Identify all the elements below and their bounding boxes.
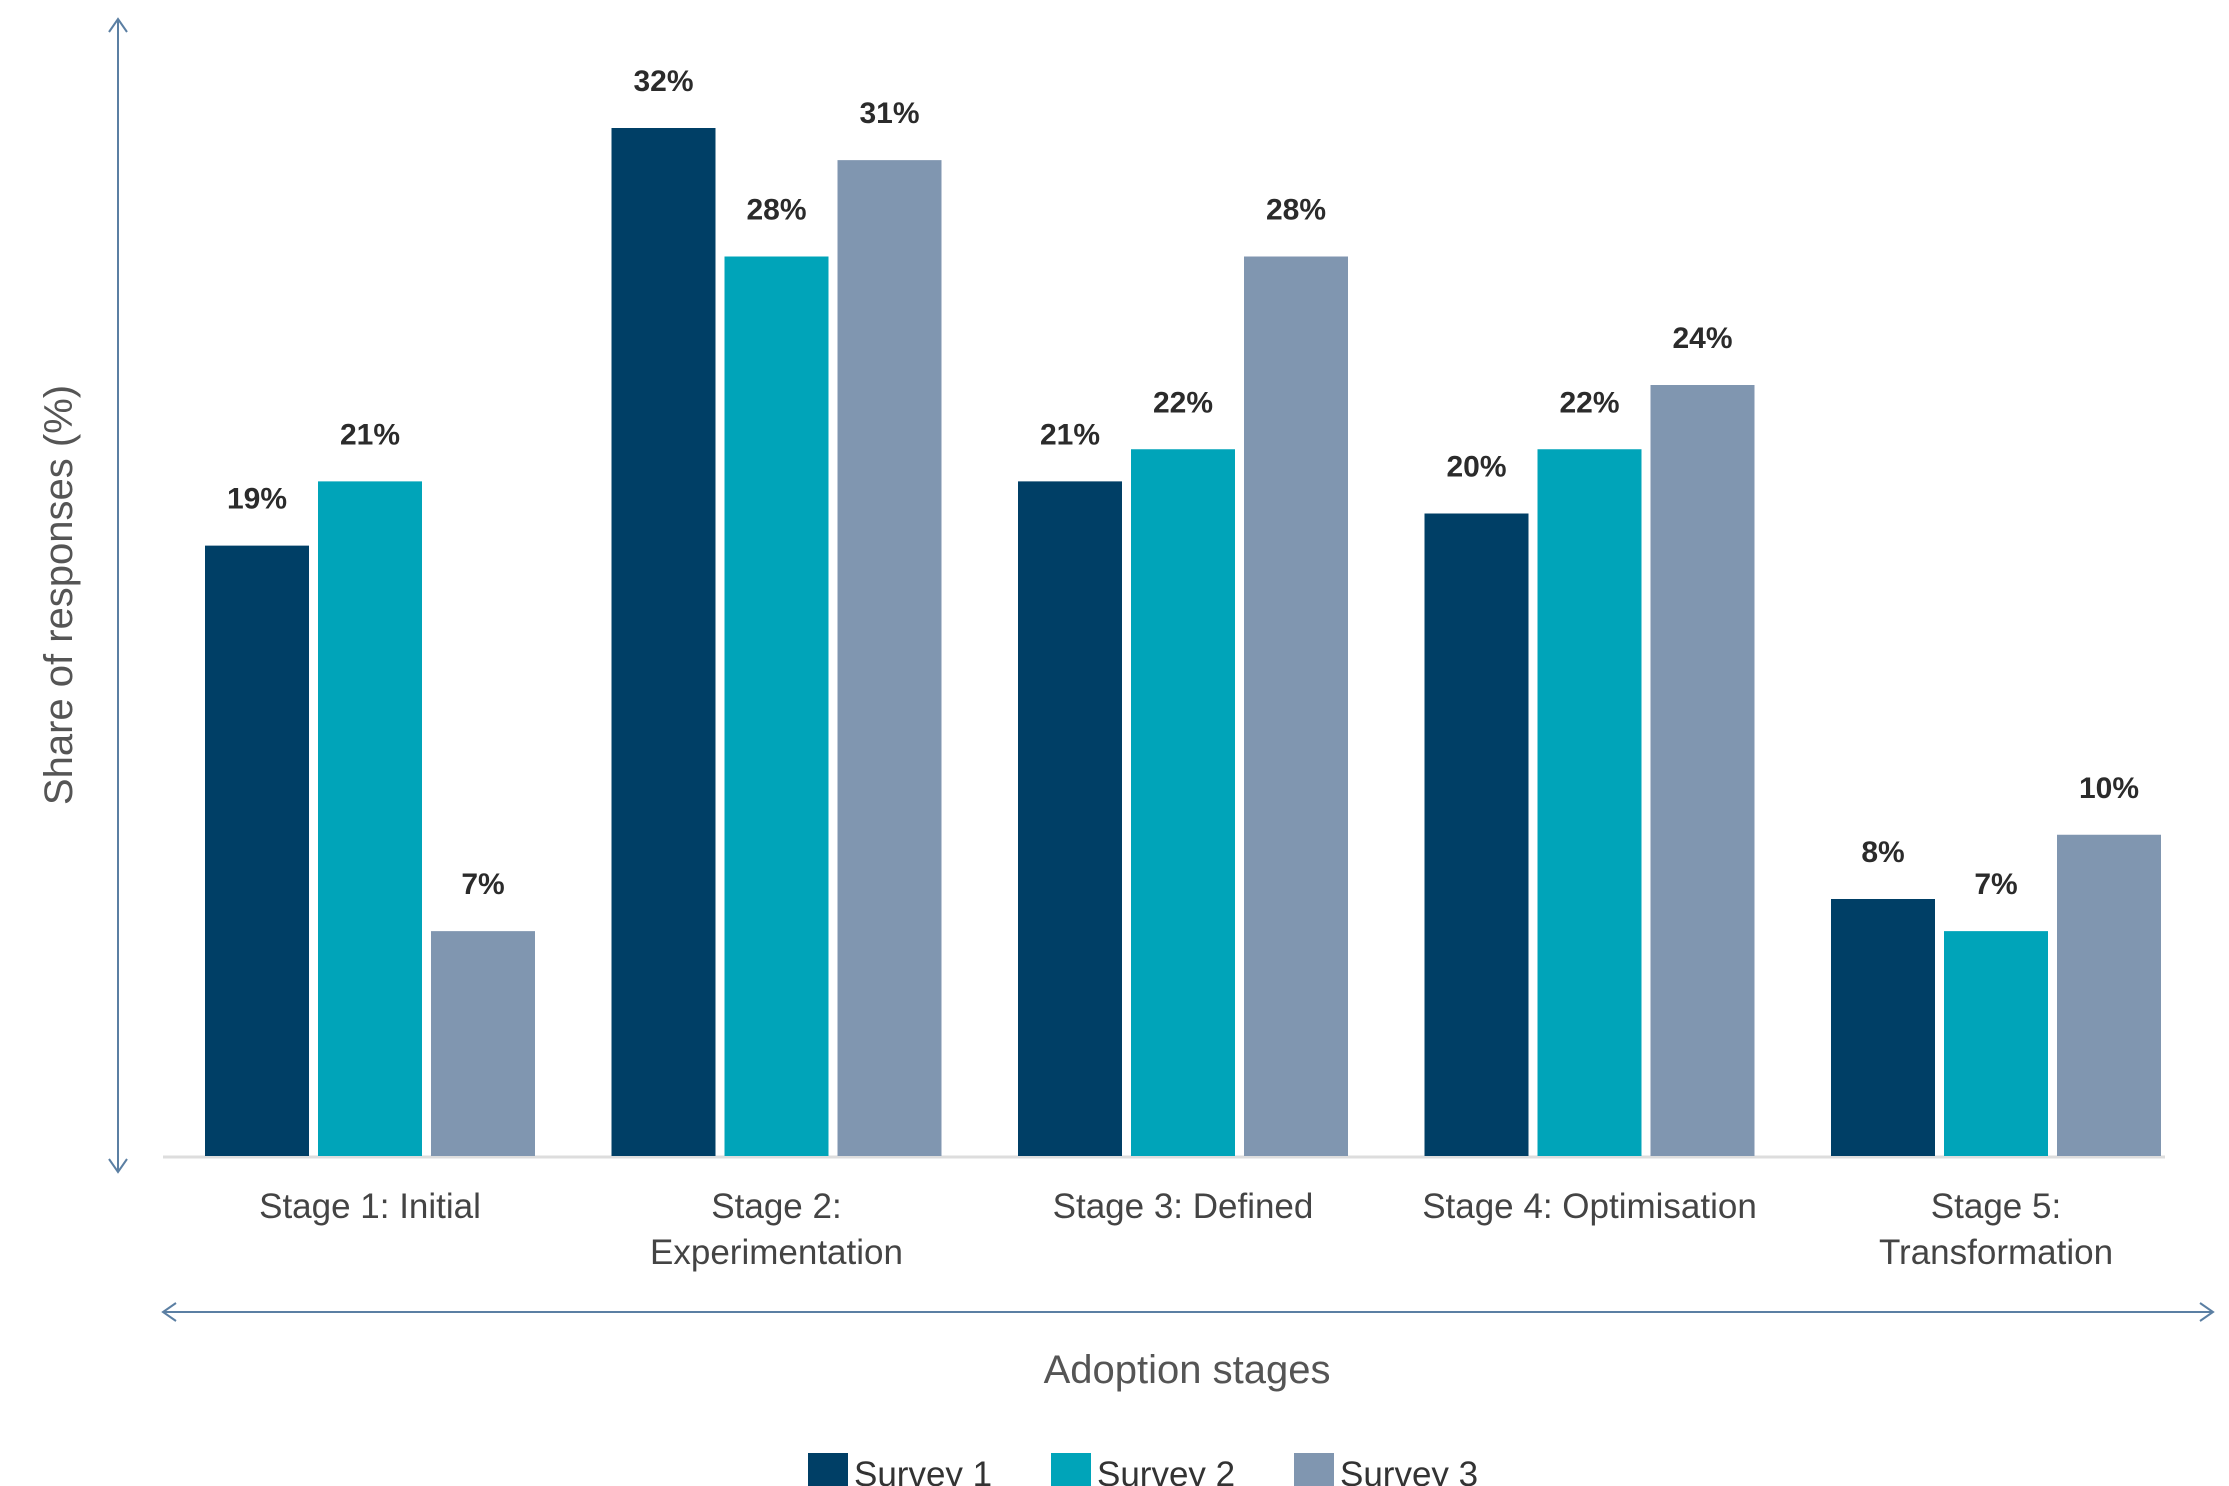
value-label: 31% [859, 97, 919, 130]
category-labels-group: Stage 1: Initial Stage 2: Experimentation S… [259, 1187, 2113, 1272]
category-label: Stage 2: Experimentation [650, 1187, 903, 1272]
x-axis-arrow-right-icon [2199, 1302, 2215, 1322]
value-label: 7% [461, 868, 504, 901]
value-label: 8% [1861, 836, 1904, 869]
bar-survey-2-4 [1537, 449, 1642, 1156]
bar-survey-2-5 [1944, 931, 2048, 1156]
bar-survey-3-5 [2057, 834, 2161, 1156]
category-label: Stage 3: Defined [1053, 1187, 1314, 1226]
bar-survey-1-2 [611, 128, 716, 1156]
legend-swatch-2 [1051, 1453, 1091, 1486]
bar-survey-1-3 [1018, 481, 1122, 1156]
y-axis-arrow-bottom-icon [108, 1158, 128, 1174]
legend-label-3: Survey 3 [1340, 1455, 1478, 1486]
value-label: 10% [2079, 772, 2139, 805]
value-label: 32% [633, 65, 693, 98]
bar-survey-1-5 [1831, 899, 1935, 1156]
value-label: 28% [746, 194, 806, 227]
value-label: 21% [1040, 418, 1100, 451]
x-axis-title: Adoption stages [1044, 1348, 1331, 1392]
legend-swatch-3 [1294, 1453, 1334, 1486]
bar-survey-3-4 [1650, 385, 1755, 1156]
bar-survey-2-2 [724, 256, 829, 1156]
legend-swatch-1 [808, 1453, 848, 1486]
value-label: 22% [1153, 386, 1213, 419]
category-label: Stage 1: Initial [259, 1187, 481, 1226]
y-axis-arrow-top-icon [108, 17, 128, 33]
bar-survey-2-3 [1131, 449, 1235, 1156]
bars-group [205, 128, 2161, 1156]
bar-survey-3-3 [1244, 256, 1348, 1156]
x-axis-arrow [161, 1302, 2215, 1322]
category-label: Stage 5: Transformation [1879, 1187, 2113, 1272]
category-label: Stage 4: Optimisation [1422, 1187, 1757, 1226]
value-label: 24% [1672, 322, 1732, 355]
bar-survey-3-2 [837, 160, 942, 1156]
legend: Survey 1 Survey 2 Survey 3 [808, 1453, 1478, 1486]
x-axis-arrow-left-icon [161, 1302, 177, 1322]
bar-survey-3-1 [431, 931, 535, 1156]
value-label: 22% [1559, 386, 1619, 419]
value-label: 19% [227, 483, 287, 516]
bar-survey-1-4 [1424, 513, 1529, 1156]
legend-label-1: Survey 1 [854, 1455, 992, 1486]
value-label: 20% [1446, 451, 1506, 484]
value-label: 28% [1266, 194, 1326, 227]
y-axis-title: Share of responses (%) [37, 385, 81, 805]
bar-survey-1-1 [205, 545, 309, 1156]
y-axis [108, 17, 128, 1174]
bar-survey-2-1 [318, 481, 422, 1156]
value-labels-group: 19% 21% 7% 32% 28% 31% 21% 22% 28% 20% 22% 24% 8% 7% 1… [227, 65, 2139, 901]
legend-label-2: Survey 2 [1097, 1455, 1235, 1486]
value-label: 21% [340, 418, 400, 451]
value-label: 7% [1974, 868, 2017, 901]
